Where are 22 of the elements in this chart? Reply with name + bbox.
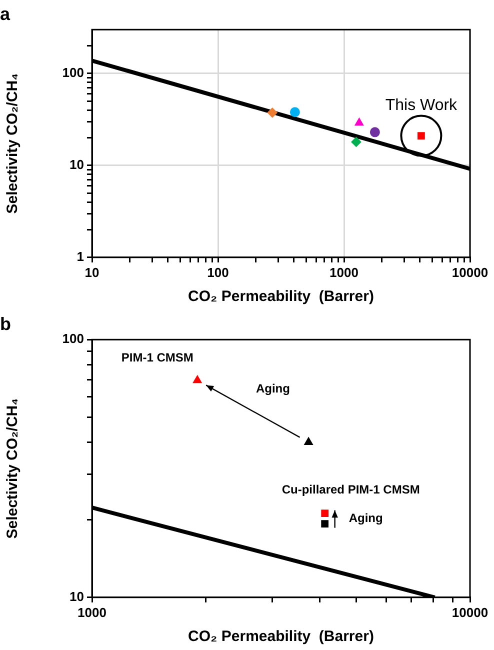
x-tick-label: 10000 xyxy=(452,264,488,280)
annotation: Aging xyxy=(348,510,383,525)
x-axis-title: CO₂ Permeability (Barrer) xyxy=(188,288,374,306)
y-tick-label: 100 xyxy=(62,331,84,346)
y-tick-label: 10 xyxy=(70,588,84,604)
annotation: PIM-1 CMSM xyxy=(121,350,194,365)
y-axis-title: Selectivity CO₂/CH₄ xyxy=(4,73,22,214)
x-tick-label: 1000 xyxy=(330,264,358,280)
chart-title: b xyxy=(0,314,11,334)
annotation: Aging xyxy=(256,382,290,396)
x-axis-title: CO₂ Permeability (Barrer) xyxy=(188,628,374,646)
x-tick-label: 1000 xyxy=(78,604,106,620)
chart-title: a xyxy=(0,4,11,24)
annotation: This Work xyxy=(385,97,458,114)
y-tick-label: 10 xyxy=(70,157,84,172)
annotation: Cu-pillared PIM-1 CMSM xyxy=(282,482,420,497)
y-tick-label: 100 xyxy=(62,65,84,80)
x-tick-label: 100 xyxy=(207,264,229,280)
y-axis-title: Selectivity CO₂/CH₄ xyxy=(4,398,22,539)
y-tick-label: 1 xyxy=(76,248,84,264)
x-tick-label: 10 xyxy=(84,264,100,280)
x-tick-label: 10000 xyxy=(452,604,488,620)
